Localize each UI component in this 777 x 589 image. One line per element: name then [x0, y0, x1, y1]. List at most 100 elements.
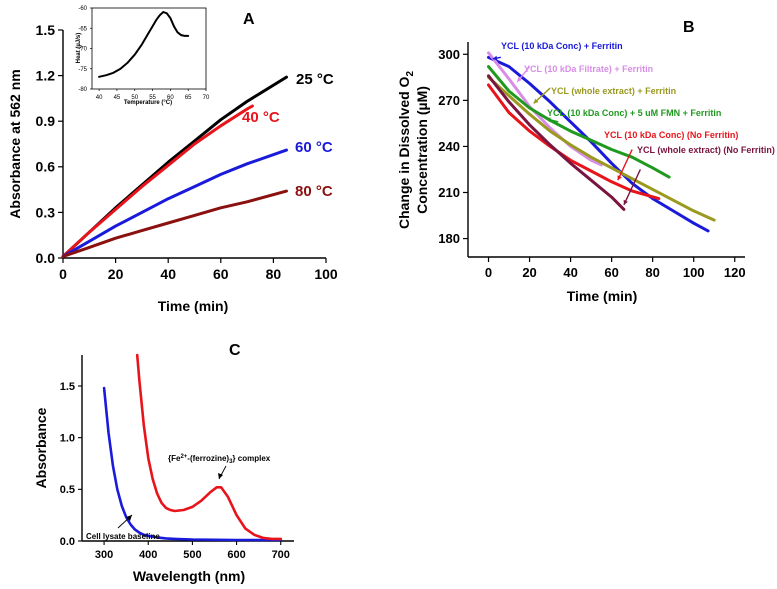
b-ytick-label: 240	[438, 139, 460, 154]
a-xtick-label: 80	[266, 266, 282, 282]
a-xtick-label: 0	[59, 266, 67, 282]
c-series-line-2	[135, 353, 283, 541]
b-ytick-label: 210	[438, 185, 460, 200]
a-ytick-label: 1.5	[36, 22, 56, 38]
a-label-60c: 60 °C	[295, 139, 333, 156]
b-label-3: YCL (whole extract) + Ferritin	[551, 86, 676, 96]
b-ylabel-line2: Concentration (µM)	[414, 86, 430, 214]
b-ytick-label: 270	[438, 93, 460, 108]
c-label-complex-post: } complex	[232, 454, 270, 463]
c-ylabel: Absorbance	[33, 407, 49, 488]
a-ytick-label: 0.3	[36, 204, 56, 220]
c-label-complex-sub: 3	[229, 459, 233, 465]
a-inset-series-line-1	[98, 11, 190, 78]
a-inset-ytick-label: -65	[78, 26, 87, 32]
c-xtick-label: 700	[272, 549, 290, 561]
a-xlabel: Time (min)	[158, 298, 229, 314]
a-inset-ytick-label: -80	[78, 87, 87, 93]
a-label-80c: 80 °C	[295, 183, 333, 200]
b-ytick-label: 300	[438, 47, 460, 62]
a-xtick-label: 40	[160, 266, 176, 282]
c-arrowhead-complex	[218, 473, 223, 479]
a-inset-ytick-label: -60	[78, 6, 87, 12]
a-ytick-label: 1.2	[36, 68, 56, 84]
a-ylabel: Absorbance at 562 nm	[7, 69, 23, 218]
b-xtick-label: 80	[645, 265, 659, 280]
b-leader-arrowhead-1	[492, 55, 498, 61]
b-xtick-label: 100	[683, 265, 705, 280]
a-inset-xtick-label: 55	[149, 95, 156, 101]
a-series-line-1	[61, 75, 288, 258]
a-label-25c: 25 °C	[296, 71, 334, 88]
b-xtick-label: 120	[724, 265, 746, 280]
b-label-2: YCL (10 kDa Filtrate) + Ferritin	[524, 64, 653, 74]
a-xtick-label: 20	[108, 266, 124, 282]
a-series-line-4	[61, 189, 288, 258]
b-leader-arrowhead-2	[517, 77, 522, 82]
b-series-line-1	[487, 55, 710, 233]
a-ytick-label: 0.0	[36, 250, 56, 266]
a-series-line-3	[61, 148, 288, 258]
c-ytick-label: 0.5	[60, 484, 75, 496]
c-ytick-label: 0.0	[60, 536, 75, 548]
b-label-5: YCL (10 kDa Conc) (No Ferritin)	[604, 130, 738, 140]
a-inset-ytick-label: -75	[78, 67, 87, 73]
b-label-6: YCL (whole extract) (No Ferritin)	[637, 145, 775, 155]
b-leader-arrowhead-4	[545, 117, 551, 123]
b-panel-label: B	[683, 19, 695, 36]
a-inset-xtick-label: 70	[203, 95, 210, 101]
a-series-line-2	[61, 104, 254, 258]
a-inset-xtick-label: 50	[131, 95, 138, 101]
b-xlabel: Time (min)	[567, 288, 638, 304]
a-inset: 40 45 50 55 60 65 70 -80 -75 -70 -65 -60 Temperatur…	[76, 6, 210, 106]
c-label-complex: {Fe2+-(ferrozine)3} complex	[168, 454, 271, 465]
a-inset-xlabel: Temperature (°C)	[124, 100, 172, 106]
c-label-complex-mid: -(ferrozine)	[187, 454, 229, 463]
a-inset-ytick-label: -70	[78, 47, 87, 53]
a-ytick-label: 0.9	[36, 113, 56, 129]
a-inset-ylabel: Heat (µJ/s)	[76, 33, 82, 63]
panel-a: 0 20 40 60 80 100 0.0 0.3 0.6 0.9 1.2 1.5 Time (min…	[7, 6, 338, 314]
c-xtick-label: 600	[227, 549, 245, 561]
b-series-line-4	[487, 65, 671, 179]
c-label-complex-sup: 2+	[180, 454, 187, 460]
c-xtick-label: 300	[95, 549, 113, 561]
a-inset-xtick-label: 45	[114, 95, 121, 101]
c-xtick-label: 400	[139, 549, 157, 561]
c-xtick-label: 500	[183, 549, 201, 561]
panel-c: 300 400 500 600 700 0.0 0.5 1.0 1.5 Wavelength (…	[33, 342, 294, 584]
b-xtick-label: 20	[522, 265, 536, 280]
b-leader-arrowhead-6	[623, 199, 628, 205]
b-ylabel: Change in Dissolved O2	[396, 71, 416, 229]
c-arrowhead-baseline	[126, 515, 132, 521]
a-xtick-label: 100	[314, 266, 338, 282]
b-ytick-label: 180	[438, 231, 460, 246]
a-inset-xtick-label: 65	[185, 95, 192, 101]
b-leader-arrow-5	[617, 149, 633, 181]
b-series-line-3	[487, 75, 716, 222]
c-label-baseline: Cell lysate baseline	[86, 532, 160, 541]
b-leader-arrow-6	[623, 169, 641, 206]
panel-b: 0 20 40 60 80 100 120 180 210 240 270 300 Time (min…	[396, 19, 775, 304]
b-series-line-5	[487, 83, 661, 201]
b-label-1: YCL (10 kDa Conc) + Ferritin	[501, 41, 623, 51]
c-ytick-label: 1.0	[60, 433, 75, 445]
c-label-complex-pre: {Fe	[168, 454, 181, 463]
a-ytick-label: 0.6	[36, 159, 56, 175]
b-series-line-6	[487, 74, 626, 211]
a-inset-xtick-label: 60	[167, 95, 174, 101]
c-xlabel: Wavelength (nm)	[133, 568, 245, 584]
a-label-40c: 40 °C	[242, 109, 280, 126]
a-xtick-label: 60	[213, 266, 229, 282]
b-ylabel-line1: Change in Dissolved O	[396, 76, 412, 229]
b-label-4: YCL (10 kDa Conc) + 5 uM FMN + Ferritin	[547, 108, 721, 118]
a-inset-xtick-label: 40	[96, 95, 103, 101]
b-ylabel-sub: 2	[405, 71, 416, 77]
c-panel-label: C	[229, 342, 241, 359]
b-xtick-label: 0	[485, 265, 492, 280]
c-series-line-1	[102, 386, 283, 542]
b-leader-arrowhead-3	[533, 98, 539, 104]
a-panel-label: A	[243, 11, 255, 28]
b-xtick-label: 60	[604, 265, 618, 280]
